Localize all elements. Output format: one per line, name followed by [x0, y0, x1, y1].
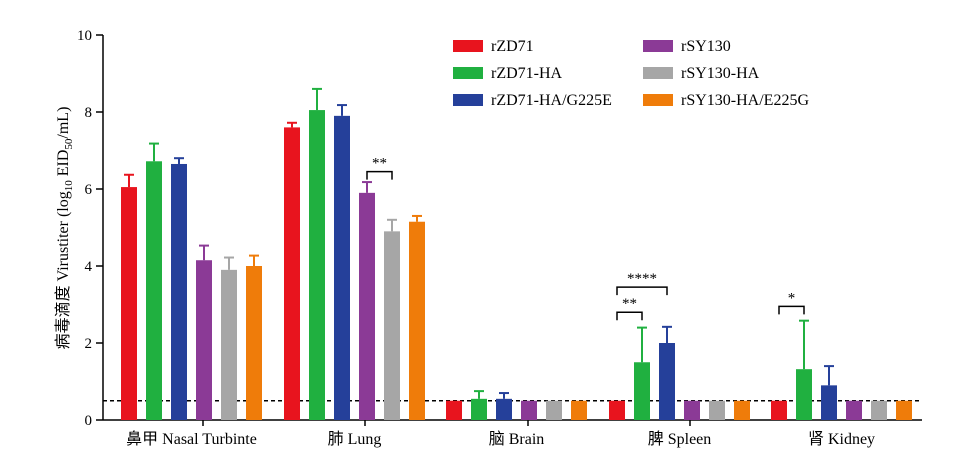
y-tick-label: 8 — [85, 105, 93, 121]
bar — [734, 400, 750, 420]
bar — [471, 398, 487, 420]
bar — [684, 400, 700, 420]
y-axis-label-mid: EID — [55, 150, 72, 181]
significance-label: ** — [622, 296, 637, 312]
legend-label: rZD71-HA — [491, 65, 563, 82]
y-axis-label-cn: 病毒滴度 — [54, 285, 72, 349]
y-axis-label-sub50: 50 — [63, 138, 75, 150]
y-tick-label: 10 — [77, 28, 92, 44]
y-tick-label: 2 — [85, 336, 93, 352]
significance-bracket — [616, 286, 668, 296]
bar — [446, 400, 462, 420]
x-category-label: 脾 Spleen — [648, 430, 712, 448]
y-axis-label-post: /mL) — [55, 107, 72, 139]
bar — [821, 385, 837, 420]
bar — [196, 260, 212, 420]
bar — [246, 266, 262, 420]
x-category-label: 脑 Brain — [489, 430, 545, 448]
legend-swatch — [643, 94, 673, 106]
error-bars — [124, 87, 834, 399]
legend-label: rSY130 — [681, 38, 731, 55]
bar — [146, 161, 162, 420]
legend-swatch — [643, 67, 673, 79]
y-tick-label: 0 — [85, 413, 93, 429]
bar — [546, 400, 562, 420]
bar — [496, 398, 512, 420]
legend-label: rSY130-HA/E225G — [681, 92, 809, 109]
bar — [359, 192, 375, 420]
legend-swatch — [453, 40, 483, 52]
legend-swatch — [453, 67, 483, 79]
significance-bracket — [778, 305, 805, 315]
significance-label: ** — [372, 156, 387, 172]
bar — [334, 115, 350, 420]
bar — [896, 400, 912, 420]
y-axis-label-sub10: 10 — [63, 180, 75, 192]
significance-label: **** — [627, 271, 657, 287]
legend-label: rSY130-HA — [681, 65, 760, 82]
bar — [284, 127, 300, 421]
bar — [871, 400, 887, 420]
significance-label: * — [788, 290, 796, 306]
y-axis-label-en-pre: Virustiter (log — [55, 191, 72, 281]
bar — [771, 400, 787, 420]
legend-label: rZD71-HA/G225E — [491, 92, 612, 109]
bar — [609, 400, 625, 420]
bar — [309, 110, 325, 420]
bar — [659, 343, 675, 420]
legend-label: rZD71 — [491, 38, 534, 55]
y-tick-label: 6 — [85, 182, 93, 198]
bar — [171, 163, 187, 420]
bar — [846, 400, 862, 420]
legend-swatch — [643, 40, 673, 52]
legend-swatch — [453, 94, 483, 106]
bar — [521, 400, 537, 420]
legend: rZD71 rZD71-HA rZD71-HA/G225E rSY130 rSY130-… — [453, 38, 809, 109]
bars — [121, 110, 912, 421]
x-category-label: 鼻甲 Nasal Turbinte — [126, 430, 257, 448]
x-category-label: 肾 Kidney — [808, 430, 875, 448]
bar — [571, 400, 587, 420]
bar — [221, 269, 237, 420]
significance-bracket — [616, 311, 643, 321]
bar — [121, 187, 137, 420]
y-axis-label: 病毒滴度 Virustiter (log10 EID50/mL) — [54, 107, 75, 350]
bar — [709, 400, 725, 420]
significance-bracket — [366, 170, 393, 180]
bar — [384, 231, 400, 420]
x-category-label: 肺 Lung — [328, 430, 382, 448]
bar — [634, 362, 650, 420]
y-tick-label: 4 — [85, 259, 93, 275]
bar — [409, 221, 425, 420]
svg-text:病毒滴度 Virustiter (log10 EID50/m: 病毒滴度 Virustiter (log10 EID50/mL) — [54, 107, 75, 350]
bar — [796, 369, 812, 420]
significance-annotations: ********* — [366, 156, 805, 321]
